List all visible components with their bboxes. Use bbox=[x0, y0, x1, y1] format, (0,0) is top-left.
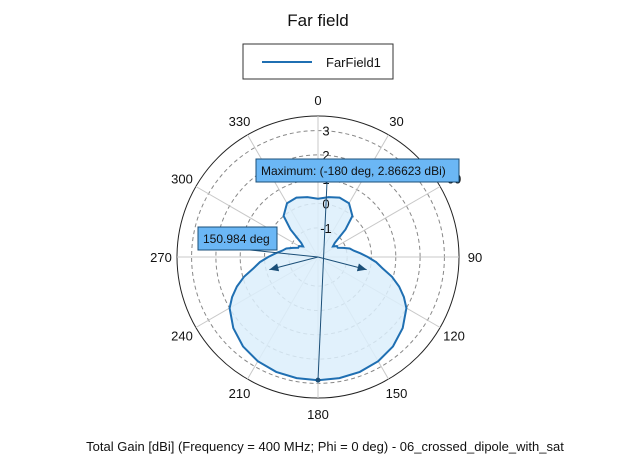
series-layer bbox=[228, 196, 408, 382]
legend: FarField1 bbox=[242, 43, 394, 80]
maximum-marker bbox=[315, 377, 321, 383]
angle-tick-label: 30 bbox=[389, 114, 403, 129]
beamwidth-annotation: 150.984 deg bbox=[197, 226, 367, 272]
beamwidth-label: 150.984 deg bbox=[203, 232, 270, 246]
beamwidth-ray-right bbox=[317, 256, 367, 271]
radial-tick-label: 2 bbox=[322, 148, 329, 163]
angle-tick-label: 180 bbox=[307, 407, 329, 422]
series-line-FarField1 bbox=[228, 196, 408, 382]
angle-grid-line bbox=[195, 186, 319, 258]
beamwidth-leader-line bbox=[249, 249, 319, 258]
radial-tick-label: 3 bbox=[322, 124, 329, 139]
maximum-leader-line bbox=[317, 181, 328, 381]
radial-tick-label: -1 bbox=[320, 221, 332, 236]
angle-tick-label: 150 bbox=[386, 386, 408, 401]
angle-tick-label: 330 bbox=[229, 114, 251, 129]
chart-title: Far field bbox=[287, 11, 348, 30]
chart-footer: Total Gain [dBi] (Frequency = 400 MHz; P… bbox=[86, 439, 564, 454]
angle-tick-label: 90 bbox=[468, 250, 482, 265]
angle-grid-line bbox=[317, 186, 441, 258]
beamwidth-label-box bbox=[197, 226, 278, 251]
maximum-label: Maximum: (-180 deg, 2.86623 dBi) bbox=[261, 164, 446, 178]
angle-tick-label: 240 bbox=[171, 329, 193, 344]
maximum-label-box bbox=[255, 158, 460, 183]
angle-tick-label: 270 bbox=[150, 250, 172, 265]
angle-tick-label: 0 bbox=[314, 93, 321, 108]
legend-label: FarField1 bbox=[326, 55, 381, 70]
angle-tick-label: 210 bbox=[229, 386, 251, 401]
angle-tick-label: 120 bbox=[443, 329, 465, 344]
beamwidth-ray-left bbox=[269, 256, 319, 271]
maximum-annotation: Maximum: (-180 deg, 2.86623 dBi) bbox=[255, 158, 460, 383]
angle-tick-label: 300 bbox=[171, 172, 193, 187]
